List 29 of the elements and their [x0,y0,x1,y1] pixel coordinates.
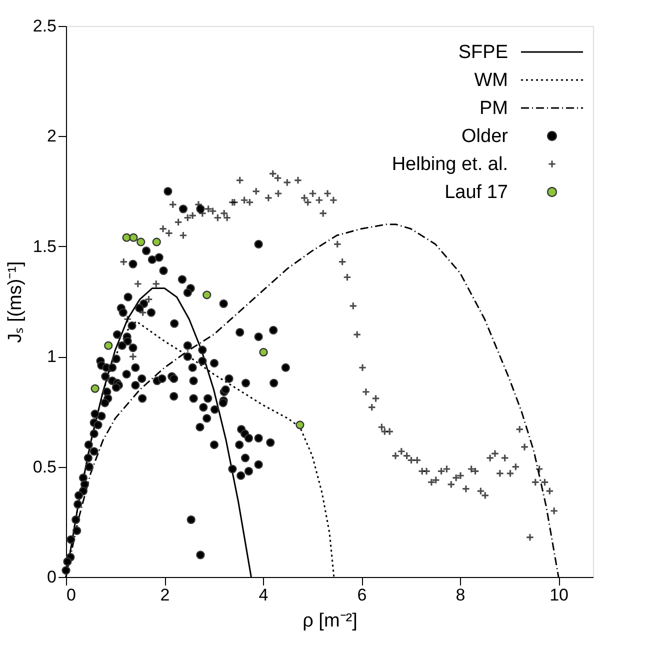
x-tick-label: 10 [550,586,568,604]
point [296,420,304,430]
point [136,238,146,246]
x-tick-label: 6 [357,586,367,604]
legend-label: Lauf 17 [444,182,508,203]
legend-label: PM [480,98,508,119]
point [122,233,131,242]
point [259,348,268,356]
x-tick-label: 8 [456,586,466,604]
y-tick-label: 2 [47,126,56,146]
x-tick-label: 2 [160,586,170,604]
x-tick-label: 4 [258,586,268,604]
point [152,238,161,246]
y-tick-label: 0 [47,568,56,586]
y-tick-label: 1 [47,347,56,366]
point [90,384,100,393]
legend-label: Helbing et. al. [392,154,508,175]
point [202,290,212,300]
legend-label: SFPE [458,42,508,63]
y-tick-label: 0.5 [32,457,56,476]
point [129,233,138,242]
x-tick-label: 0 [66,586,76,604]
legend-label: WM [474,70,508,91]
legend-label: Older [462,126,509,147]
x-axis-title: ρ [m⁻²] [302,610,358,632]
y-tick-label: 1.5 [32,236,56,256]
point [104,341,113,350]
y-tick-label: 2.5 [32,16,56,36]
y-axis-title: Jₛ [(ms)⁻¹] [4,261,26,343]
